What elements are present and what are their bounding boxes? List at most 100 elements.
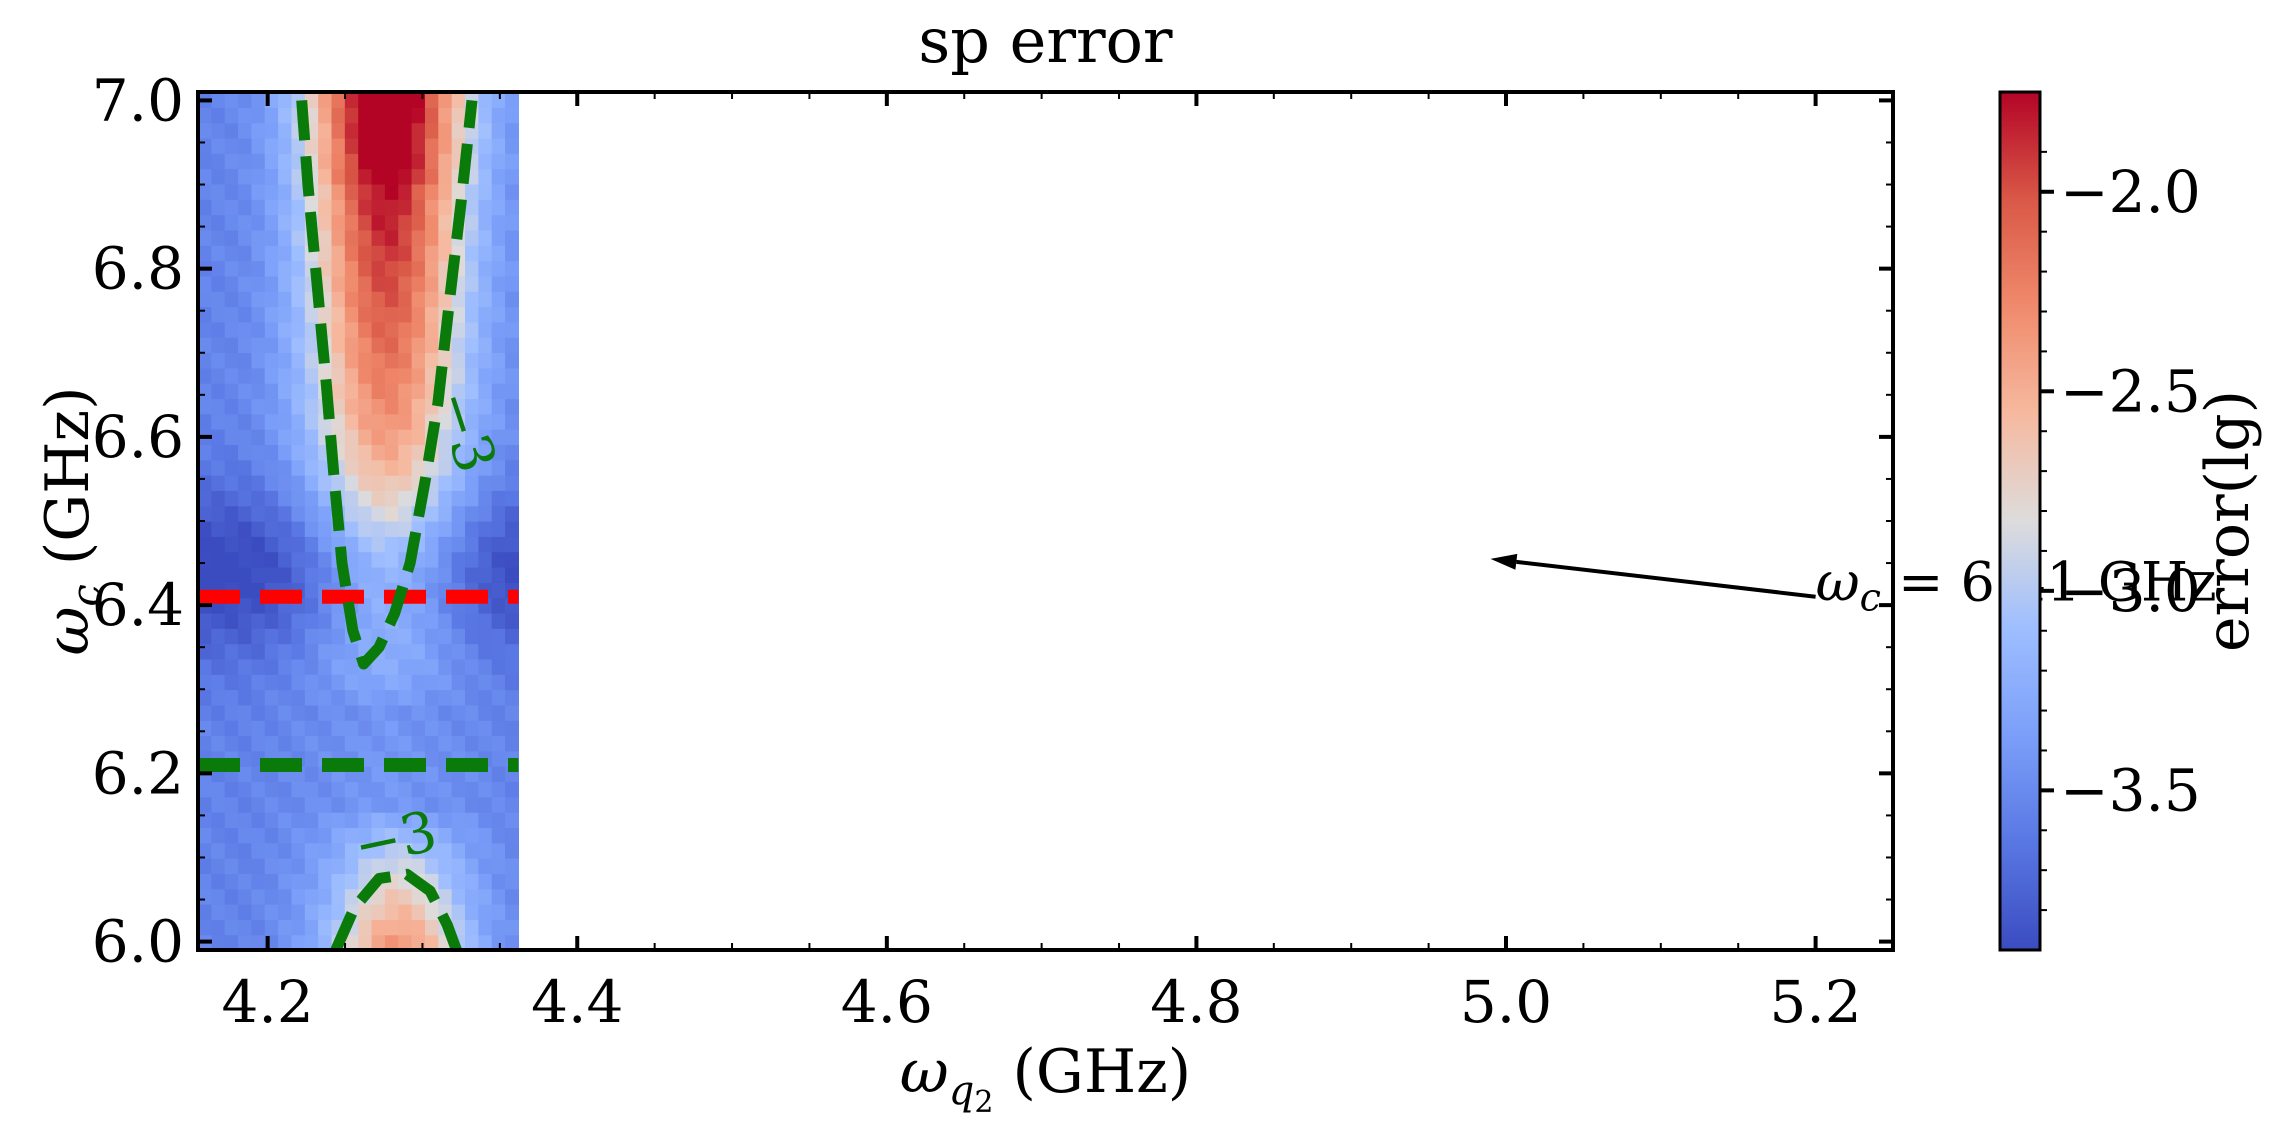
heatmap-cell [224, 260, 239, 277]
heatmap-cell [505, 490, 520, 507]
heatmap-cell [438, 291, 453, 308]
heatmap-cell [224, 337, 239, 354]
heatmap-cell [358, 796, 373, 813]
heatmap-cell [491, 260, 506, 277]
heatmap-cell [451, 735, 466, 752]
heatmap-cell [478, 367, 493, 384]
heatmap-cell [264, 291, 279, 308]
heatmap-cell [438, 352, 453, 369]
heatmap-cell [384, 429, 399, 445]
heatmap-cell [291, 704, 306, 721]
heatmap-cell [478, 720, 493, 737]
heatmap-cell [198, 658, 212, 675]
heatmap-cell [211, 505, 226, 522]
heatmap-cell [238, 766, 252, 783]
heatmap-cell [451, 337, 466, 354]
heatmap-cell [465, 536, 479, 553]
heatmap-cell [438, 888, 453, 905]
heatmap-cell [438, 704, 453, 721]
heatmap-cell [451, 781, 466, 798]
heatmap-cell [478, 107, 493, 124]
heatmap-cell [491, 643, 506, 660]
heatmap-cell [371, 781, 386, 798]
heatmap-cell [438, 444, 453, 461]
heatmap-cell [424, 643, 439, 660]
heatmap-cell [451, 383, 466, 400]
heatmap-cell [211, 337, 226, 354]
heatmap-cell [291, 934, 306, 950]
heatmap-cell [438, 674, 453, 691]
heatmap-cell [411, 337, 426, 354]
heatmap-cell [211, 321, 226, 338]
heatmap-cell [478, 689, 493, 706]
heatmap-cell [304, 459, 319, 476]
heatmap-cell [291, 521, 306, 537]
heatmap-cell [478, 122, 493, 139]
heatmap-cell [491, 459, 506, 476]
heatmap-cell [358, 536, 373, 553]
heatmap-cell [331, 107, 346, 124]
heatmap-cell [224, 306, 239, 323]
contours [296, 99, 478, 950]
heatmap-cell [465, 566, 479, 583]
heatmap-cell [291, 919, 306, 936]
heatmap-cell [291, 674, 306, 691]
heatmap-cell [424, 536, 439, 553]
heatmap-cell [291, 827, 306, 844]
heatmap-cell [478, 153, 493, 170]
heatmap-cell [384, 566, 399, 583]
heatmap-cell [438, 628, 453, 645]
heatmap-cell [278, 735, 293, 752]
heatmap-cell [411, 429, 426, 445]
heatmap-cell [398, 934, 413, 950]
y-tick-label: 6.2 [92, 739, 184, 807]
heatmap-cell [384, 398, 399, 415]
heatmap-cell [371, 827, 386, 844]
heatmap-cell [304, 199, 319, 216]
heatmap-cell [398, 229, 413, 246]
heatmap-cell [251, 168, 266, 185]
heatmap-cell [451, 475, 466, 491]
heatmap-cell [344, 873, 359, 890]
heatmap-cell [304, 873, 319, 890]
heatmap-cell [384, 367, 399, 384]
heatmap-cell [238, 429, 252, 445]
heatmap-cell [438, 459, 453, 476]
heatmap-cell [278, 812, 293, 829]
heatmap-cell [424, 229, 439, 246]
heatmap-cell [224, 628, 239, 645]
heatmap-cell [424, 199, 439, 216]
heatmap-cell [278, 658, 293, 675]
heatmap-cell [318, 475, 333, 491]
heatmap-cell [505, 689, 520, 706]
heatmap-cell [331, 291, 346, 308]
heatmap-cell [278, 122, 293, 139]
heatmap-cell [278, 229, 293, 246]
heatmap-cell [198, 214, 212, 231]
heatmap-cell [344, 260, 359, 277]
heatmap-cell [451, 704, 466, 721]
heatmap-cell [211, 873, 226, 890]
heatmap-cell [278, 628, 293, 645]
heatmap-cell [251, 214, 266, 231]
heatmap-cell [211, 612, 226, 629]
heatmap-cell [291, 720, 306, 737]
heatmap-cell [424, 904, 439, 920]
heatmap-cell [478, 873, 493, 890]
heatmap-cell [384, 888, 399, 905]
heatmap-cell [344, 551, 359, 568]
heatmap-cell [451, 92, 466, 108]
heatmap-cell [491, 122, 506, 139]
heatmap-cell [424, 92, 439, 108]
heatmap-cell [505, 812, 520, 829]
heatmap-cell [371, 444, 386, 461]
heatmap-cell [211, 199, 226, 216]
heatmap-cell [505, 153, 520, 170]
heatmap-cell [198, 107, 212, 124]
heatmap-cell [411, 168, 426, 185]
heatmap-cell [384, 352, 399, 369]
heatmap-cell [224, 367, 239, 384]
heatmap-cell [224, 122, 239, 139]
heatmap-cell [224, 735, 239, 752]
heatmap-cell [505, 352, 520, 369]
